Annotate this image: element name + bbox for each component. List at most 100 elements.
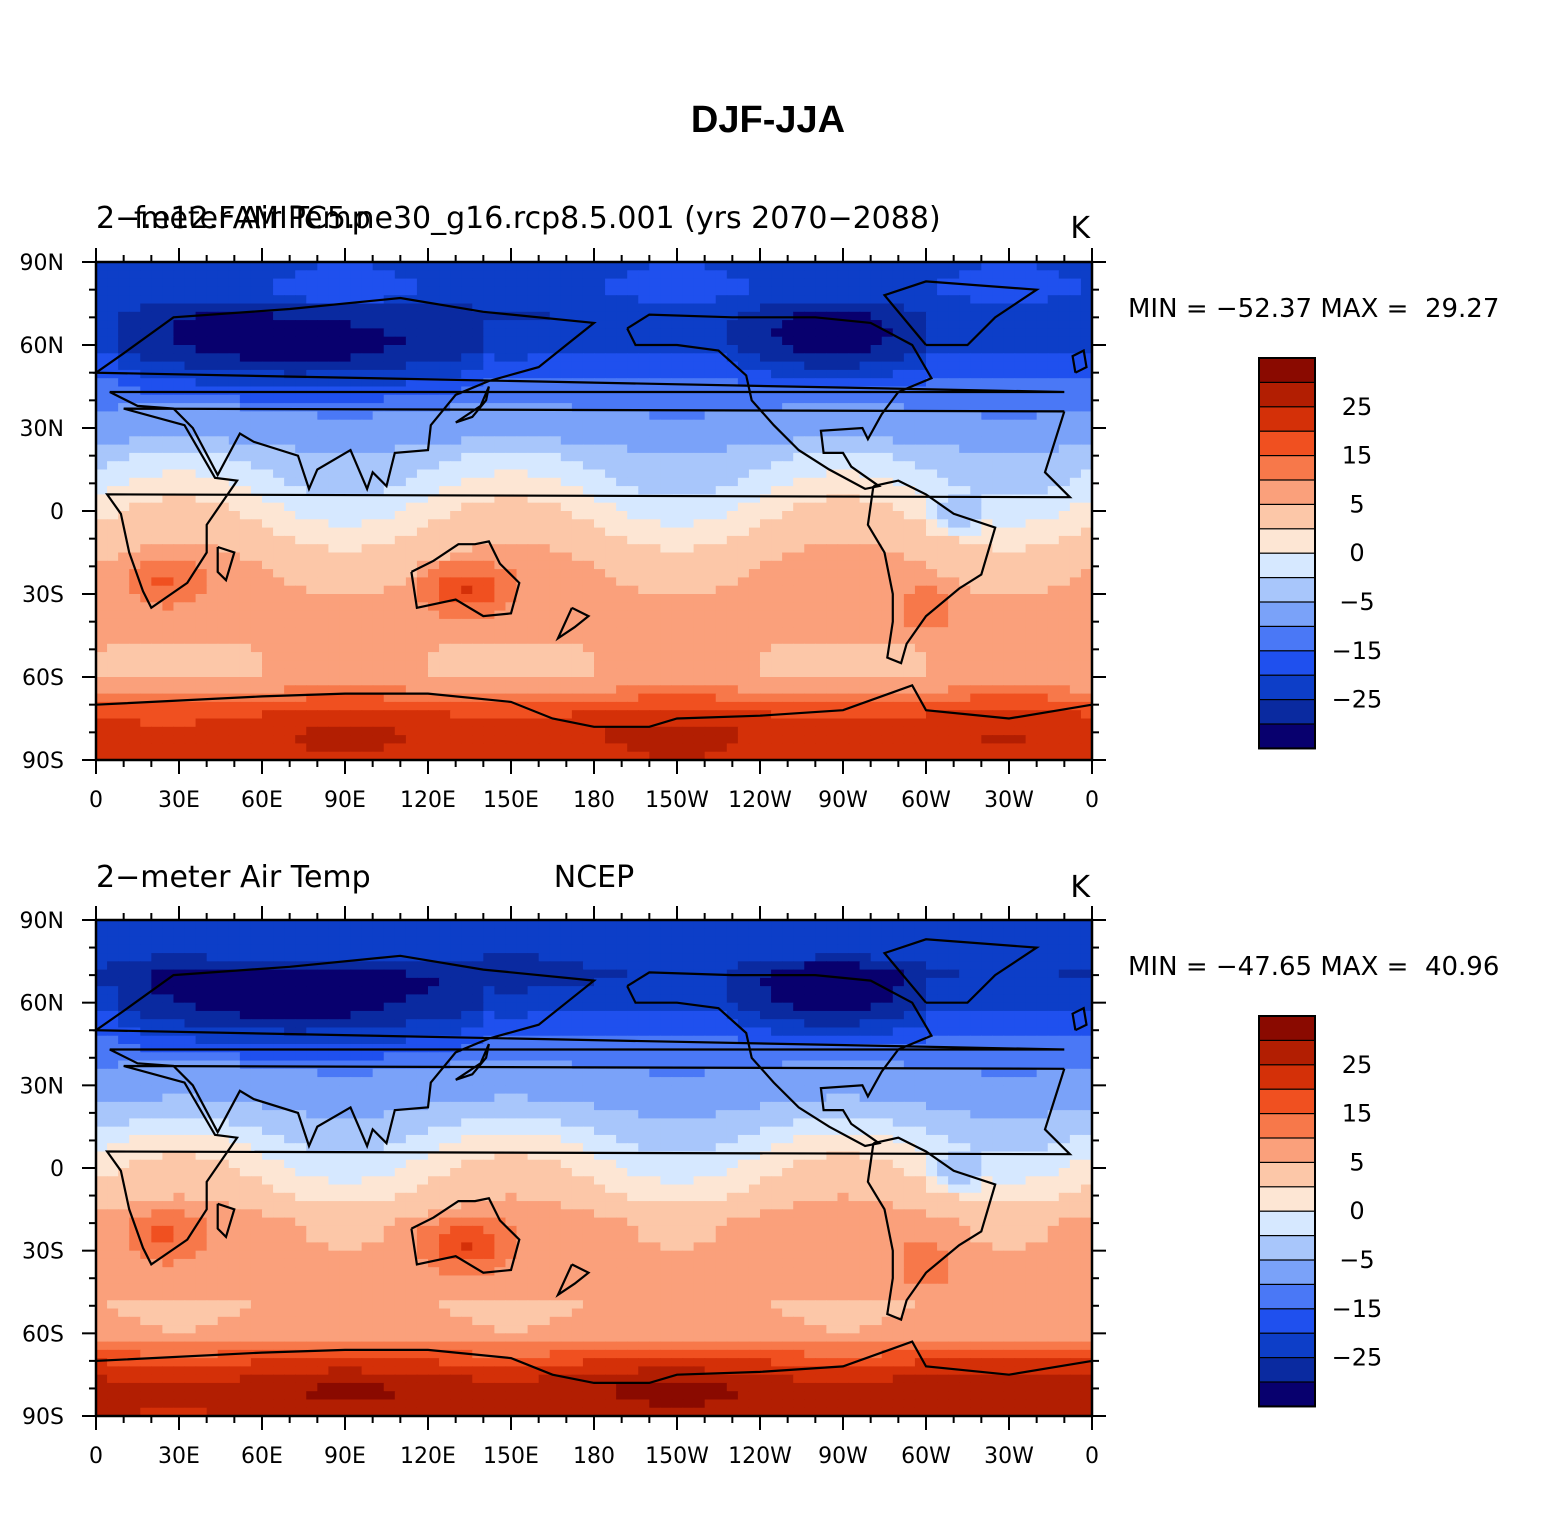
field-cell (516, 411, 529, 421)
field-cell (948, 444, 960, 454)
field-cell (107, 353, 119, 363)
field-cell (472, 419, 484, 429)
field-cell (439, 436, 451, 446)
field-cell (306, 602, 318, 612)
field-cell (594, 544, 606, 554)
field-cell (306, 544, 318, 554)
field-cell (848, 544, 861, 554)
field-cell (1003, 361, 1016, 371)
field-cell (1047, 286, 1060, 296)
field-cell (461, 718, 473, 728)
field-cell (107, 685, 119, 695)
field-cell (372, 353, 385, 363)
field-cell (96, 618, 108, 628)
field-cell (339, 610, 352, 620)
field-cell (737, 262, 750, 271)
field-cell (217, 511, 230, 520)
field-cell (228, 594, 241, 603)
field-cell (848, 610, 861, 620)
field-cell (616, 511, 628, 520)
field-cell (715, 345, 728, 354)
field-cell (760, 677, 772, 686)
field-cell (317, 295, 329, 305)
field-cell (239, 652, 252, 661)
field-cell (859, 552, 872, 562)
field-cell (217, 610, 230, 620)
field-cell (992, 419, 1005, 429)
field-cell (782, 262, 794, 271)
field-cell (571, 469, 584, 479)
field-cell (162, 610, 175, 620)
field-cell (295, 486, 307, 495)
field-cell (1003, 461, 1016, 471)
field-cell (605, 701, 617, 711)
field-cell (284, 552, 296, 562)
field-cell (195, 519, 208, 529)
field-cell (151, 345, 163, 354)
field-cell (815, 411, 827, 421)
field-cell (1069, 345, 1082, 354)
field-cell (1025, 262, 1038, 271)
field-cell (748, 477, 761, 487)
field-cell (250, 336, 263, 346)
field-cell (1058, 610, 1071, 620)
field-cell (96, 444, 108, 454)
field-cell (1003, 660, 1016, 670)
field-cell (195, 394, 208, 404)
field-cell (948, 419, 960, 429)
field-cell (771, 320, 783, 329)
field-cell (461, 660, 473, 670)
field-cell (616, 660, 628, 670)
field-cell (660, 627, 673, 637)
field-cell (981, 328, 993, 338)
field-cell (638, 668, 650, 678)
field-cell (837, 710, 850, 720)
field-cell (1080, 627, 1093, 637)
field-cell (140, 618, 152, 628)
field-cell (704, 602, 717, 612)
field-cell (328, 602, 341, 612)
field-cell (339, 594, 352, 603)
field-cell (726, 270, 739, 280)
field-cell (350, 436, 363, 446)
field-cell (1069, 411, 1082, 421)
field-cell (837, 511, 850, 520)
field-cell (914, 428, 927, 437)
field-cell (483, 262, 495, 271)
field-cell (239, 494, 252, 504)
field-cell (361, 311, 374, 321)
field-cell (1069, 386, 1082, 396)
field-cell (560, 519, 573, 529)
field-cell (870, 336, 883, 346)
field-cell (505, 502, 518, 512)
field-cell (660, 428, 673, 437)
field-cell (682, 569, 695, 578)
field-cell (383, 677, 396, 686)
field-cell (605, 428, 617, 437)
field-cell (937, 677, 949, 686)
field-cell (848, 668, 861, 678)
field-cell (450, 544, 462, 554)
field-cell (1014, 602, 1027, 612)
field-cell (372, 718, 385, 728)
field-cell (372, 311, 385, 321)
field-cell (195, 635, 208, 645)
field-cell (262, 345, 274, 354)
field-cell (262, 286, 274, 296)
field-cell (317, 428, 329, 437)
field-cell (328, 643, 341, 653)
field-cell (118, 668, 130, 678)
field-cell (715, 295, 728, 305)
field-cell (239, 477, 252, 487)
field-cell (1025, 444, 1038, 454)
field-cell (594, 394, 606, 404)
field-cell (1036, 511, 1049, 520)
field-cell (1047, 635, 1060, 645)
field-cell (926, 527, 938, 537)
field-cell (804, 527, 816, 537)
field-cell (1036, 345, 1049, 354)
field-cell (1003, 519, 1016, 529)
field-cell (250, 444, 263, 454)
field-cell (140, 511, 152, 520)
field-cell (649, 345, 661, 354)
